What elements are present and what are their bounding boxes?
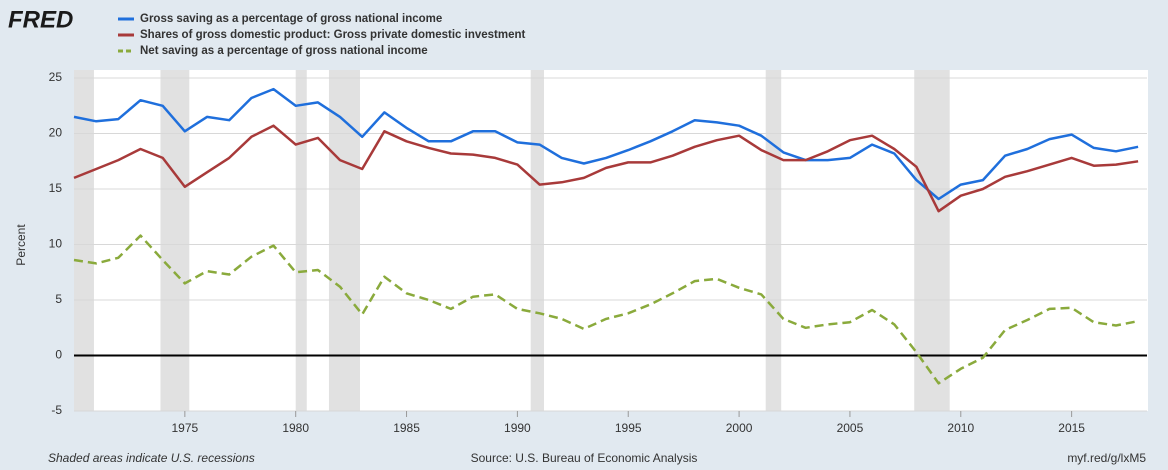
y-tick-label: 0: [55, 348, 62, 362]
recession-band: [914, 70, 950, 411]
x-tick-label: 1975: [171, 421, 198, 435]
x-tick-label: 1995: [615, 421, 642, 435]
x-tick-label: 2000: [726, 421, 753, 435]
footer-source: Source: U.S. Bureau of Economic Analysis: [471, 451, 698, 465]
footer-link[interactable]: myf.red/g/lxM5: [1067, 451, 1146, 465]
y-axis-label: Percent: [14, 224, 28, 266]
x-tick-label: 2015: [1058, 421, 1085, 435]
logo: FRED: [8, 6, 73, 33]
plot-area: [74, 70, 1148, 411]
recession-band: [295, 70, 307, 411]
series-line: [73, 124, 1139, 213]
legend-label: Gross saving as a percentage of gross na…: [140, 13, 442, 25]
series-line: [73, 234, 1139, 385]
y-tick-label: -5: [51, 403, 62, 417]
footer-note: Shaded areas indicate U.S. recessions: [48, 451, 255, 465]
x-tick-label: 2010: [947, 421, 974, 435]
y-tick-label: 10: [49, 237, 63, 251]
legend-label: Net saving as a percentage of gross nati…: [140, 45, 428, 57]
legend-label: Shares of gross domestic product: Gross …: [140, 29, 526, 41]
recession-band: [328, 70, 360, 411]
recession-band: [765, 70, 782, 411]
recession-band: [74, 70, 94, 411]
recession-band: [160, 70, 190, 411]
x-tick-label: 1980: [282, 421, 309, 435]
y-tick-label: 5: [55, 292, 62, 306]
y-tick-label: 15: [49, 181, 63, 195]
series-line: [73, 87, 1139, 201]
y-tick-label: 25: [49, 70, 63, 84]
x-tick-label: 2005: [837, 421, 864, 435]
x-tick-label: 1990: [504, 421, 531, 435]
x-tick-label: 1985: [393, 421, 420, 435]
recession-band: [530, 70, 544, 411]
y-tick-label: 20: [49, 126, 63, 140]
